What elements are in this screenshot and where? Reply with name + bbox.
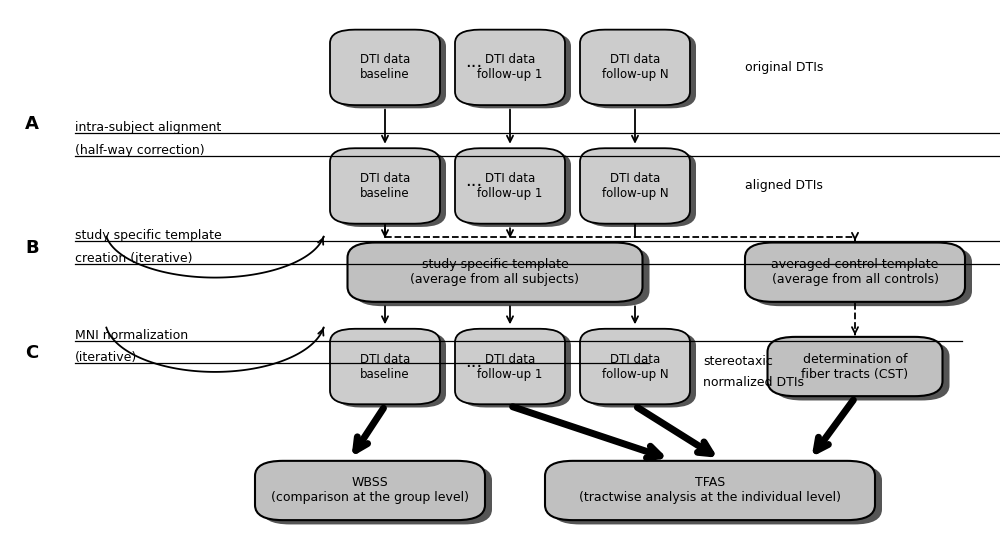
Text: DTI data
baseline: DTI data baseline bbox=[360, 172, 410, 200]
FancyBboxPatch shape bbox=[336, 332, 446, 407]
Text: normalized DTIs: normalized DTIs bbox=[703, 376, 804, 389]
FancyBboxPatch shape bbox=[545, 461, 875, 520]
Text: intra-subject alignment: intra-subject alignment bbox=[75, 121, 221, 134]
FancyBboxPatch shape bbox=[580, 148, 690, 224]
FancyBboxPatch shape bbox=[768, 337, 942, 396]
FancyBboxPatch shape bbox=[552, 465, 882, 524]
Text: study specific template: study specific template bbox=[75, 229, 222, 242]
Text: DTI data
follow-up N: DTI data follow-up N bbox=[602, 172, 668, 200]
FancyBboxPatch shape bbox=[461, 332, 571, 407]
FancyBboxPatch shape bbox=[774, 341, 950, 400]
Text: DTI data
baseline: DTI data baseline bbox=[360, 53, 410, 81]
FancyBboxPatch shape bbox=[348, 243, 643, 302]
Text: A: A bbox=[25, 115, 39, 133]
FancyBboxPatch shape bbox=[455, 329, 565, 404]
FancyBboxPatch shape bbox=[745, 243, 965, 302]
Text: DTI data
baseline: DTI data baseline bbox=[360, 353, 410, 381]
FancyBboxPatch shape bbox=[255, 461, 485, 520]
FancyBboxPatch shape bbox=[330, 30, 440, 105]
Text: ···: ··· bbox=[465, 177, 483, 195]
FancyBboxPatch shape bbox=[580, 329, 690, 404]
Text: DTI data
follow-up 1: DTI data follow-up 1 bbox=[477, 172, 543, 200]
FancyBboxPatch shape bbox=[580, 30, 690, 105]
Text: ···: ··· bbox=[465, 357, 483, 376]
Text: (half-way correction): (half-way correction) bbox=[75, 144, 205, 157]
FancyBboxPatch shape bbox=[355, 247, 650, 306]
Text: creation (iterative): creation (iterative) bbox=[75, 252, 192, 265]
FancyBboxPatch shape bbox=[586, 33, 696, 108]
FancyBboxPatch shape bbox=[336, 33, 446, 108]
FancyBboxPatch shape bbox=[330, 329, 440, 404]
Text: MNI normalization: MNI normalization bbox=[75, 329, 188, 342]
Text: WBSS
(comparison at the group level): WBSS (comparison at the group level) bbox=[271, 476, 469, 505]
Text: study specific template
(average from all subjects): study specific template (average from al… bbox=[411, 258, 580, 286]
FancyBboxPatch shape bbox=[336, 151, 446, 227]
Text: stereotaxic: stereotaxic bbox=[703, 355, 773, 368]
Text: ···: ··· bbox=[465, 58, 483, 77]
Text: TFAS
(tractwise analysis at the individual level): TFAS (tractwise analysis at the individu… bbox=[579, 476, 841, 505]
Text: determination of
fiber tracts (CST): determination of fiber tracts (CST) bbox=[801, 353, 909, 381]
FancyBboxPatch shape bbox=[586, 151, 696, 227]
Text: DTI data
follow-up N: DTI data follow-up N bbox=[602, 53, 668, 81]
FancyBboxPatch shape bbox=[455, 148, 565, 224]
FancyBboxPatch shape bbox=[461, 33, 571, 108]
Text: C: C bbox=[25, 344, 38, 362]
Text: original DTIs: original DTIs bbox=[745, 61, 823, 74]
FancyBboxPatch shape bbox=[262, 465, 492, 524]
FancyBboxPatch shape bbox=[455, 30, 565, 105]
Text: B: B bbox=[25, 239, 39, 257]
Text: averaged control template
(average from all controls): averaged control template (average from … bbox=[771, 258, 939, 286]
Text: DTI data
follow-up N: DTI data follow-up N bbox=[602, 353, 668, 381]
FancyBboxPatch shape bbox=[752, 247, 972, 306]
Text: DTI data
follow-up 1: DTI data follow-up 1 bbox=[477, 53, 543, 81]
FancyBboxPatch shape bbox=[461, 151, 571, 227]
FancyBboxPatch shape bbox=[586, 332, 696, 407]
Text: aligned DTIs: aligned DTIs bbox=[745, 179, 823, 192]
Text: DTI data
follow-up 1: DTI data follow-up 1 bbox=[477, 353, 543, 381]
FancyBboxPatch shape bbox=[330, 148, 440, 224]
Text: (iterative): (iterative) bbox=[75, 351, 137, 364]
